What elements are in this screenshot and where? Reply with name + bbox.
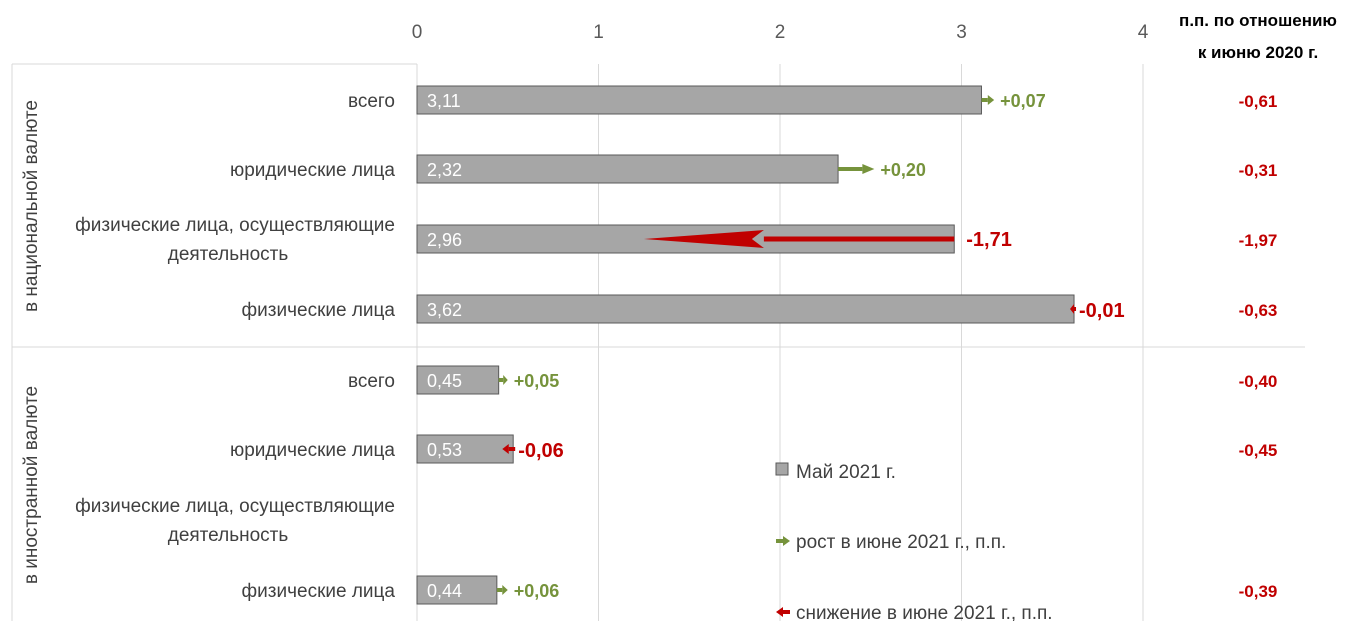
legend-increase-label: рост в июне 2021 г., п.п.: [796, 532, 1006, 553]
yoy-header-line2: к июню 2020 г.: [1198, 43, 1318, 62]
change-label: +0,20: [880, 160, 926, 180]
group-label: в национальной валюте: [21, 100, 42, 312]
change-label: -0,01: [1079, 300, 1125, 322]
bar: [416, 154, 839, 184]
bar-value-label: 0,45: [427, 371, 462, 391]
arrow-head: [776, 607, 783, 617]
arrow-head: [1070, 304, 1075, 314]
bar-value-label: 2,96: [427, 230, 462, 250]
bar: [416, 294, 1075, 324]
arrow-head: [643, 230, 764, 248]
category-label: деятельность: [168, 244, 289, 265]
yoy-change-label: -0,40: [1239, 372, 1278, 391]
change-label: +0,06: [514, 581, 560, 601]
group-label: в иностранной валюте: [21, 386, 42, 584]
legend-increase-swatch: [776, 536, 790, 546]
change-arrow: [643, 230, 955, 248]
category-label: физические лица, осуществляющие: [75, 215, 395, 236]
change-arrow: [496, 585, 508, 595]
yoy-change-label: -0,39: [1239, 582, 1278, 601]
category-label: физические лица: [242, 581, 396, 602]
category-label: деятельность: [168, 525, 289, 546]
change-arrow: [502, 444, 516, 454]
category-label: всего: [348, 91, 395, 112]
bar: [416, 85, 982, 115]
legend-decrease-swatch: [776, 607, 790, 617]
arrow-head: [862, 164, 875, 174]
bar-value-label: 2,32: [427, 160, 462, 180]
change-label: -0,06: [518, 440, 564, 462]
bar: [416, 434, 514, 464]
yoy-header-line1: п.п. по отношению: [1179, 11, 1337, 30]
bar-value-label: 0,44: [427, 581, 462, 601]
bar-value-label: 3,62: [427, 300, 462, 320]
bar-value-label: 0,53: [427, 440, 462, 460]
legend-bar-label: Май 2021 г.: [796, 462, 896, 483]
x-tick-label: 3: [956, 22, 967, 43]
yoy-change-label: -1,97: [1239, 231, 1278, 250]
category-label: всего: [348, 371, 395, 392]
category-label: физические лица: [242, 300, 396, 321]
change-arrow: [1070, 304, 1077, 314]
bar-value-label: 3,11: [427, 91, 461, 111]
arrow-head: [783, 536, 790, 546]
category-label: юридические лица: [230, 160, 395, 181]
change-label: +0,05: [514, 371, 560, 391]
legend-bar-swatch: [775, 462, 789, 476]
x-tick-label: 1: [593, 22, 604, 43]
change-label: +0,07: [1000, 91, 1046, 111]
change-arrow: [498, 375, 508, 385]
yoy-change-label: -0,61: [1239, 92, 1278, 111]
yoy-change-label: -0,31: [1239, 161, 1278, 180]
legend-decrease-label: снижение в июне 2021 г., п.п.: [796, 603, 1053, 621]
category-label: юридические лица: [230, 440, 395, 461]
category-label: физические лица, осуществляющие: [75, 496, 395, 517]
x-tick-label: 4: [1138, 22, 1149, 43]
change-label: -1,71: [966, 229, 1012, 251]
arrow-head: [503, 375, 508, 385]
arrow-head: [502, 585, 508, 595]
x-tick-label: 0: [412, 22, 423, 43]
yoy-change-label: -0,63: [1239, 301, 1278, 320]
yoy-change-label: -0,45: [1239, 441, 1278, 460]
arrow-head: [987, 95, 995, 105]
change-arrow: [838, 164, 875, 174]
change-arrow: [981, 95, 995, 105]
x-tick-label: 2: [775, 22, 786, 43]
arrow-head: [502, 444, 509, 454]
